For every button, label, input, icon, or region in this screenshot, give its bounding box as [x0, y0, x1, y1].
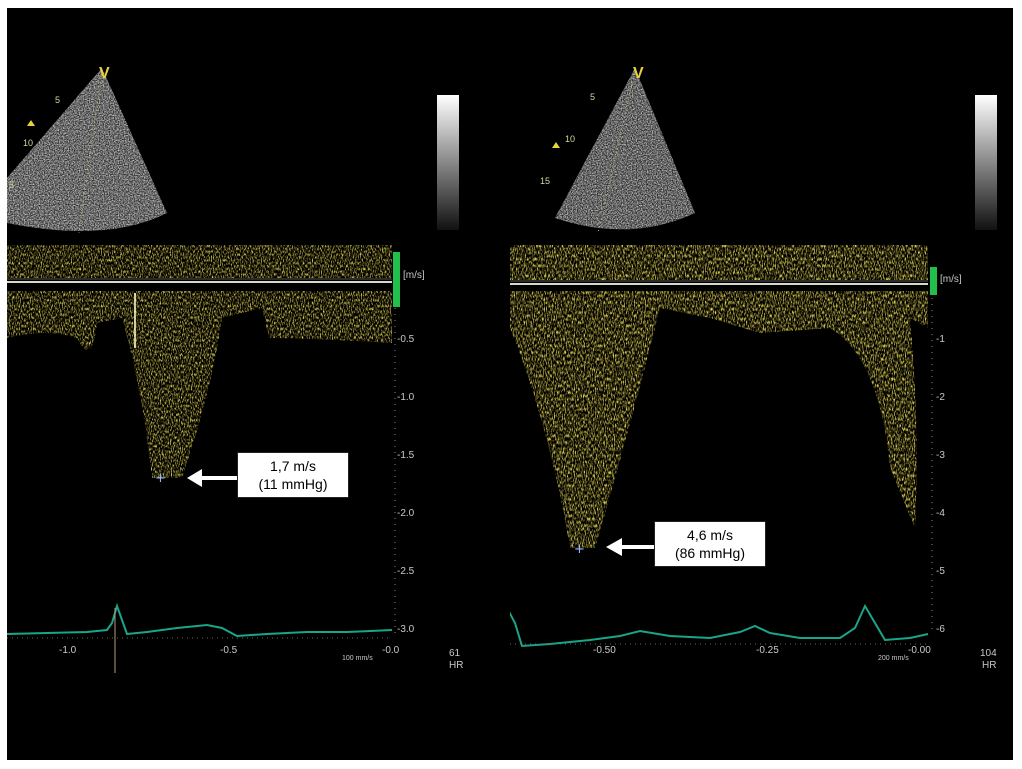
sector-marker: V: [633, 65, 644, 82]
time-tick: -0.5: [220, 645, 238, 656]
velocity-unit: [m/s]: [403, 270, 425, 281]
time-tick: -0.25: [756, 645, 779, 656]
doppler-spectrum: [7, 245, 392, 478]
sector-image: V 5 10 15: [540, 65, 695, 234]
time-tick: -0.00: [908, 645, 931, 656]
measurement-cursor-icon: +: [155, 471, 166, 486]
velocity-tick: -3.0: [397, 624, 415, 635]
velocity-tick: -2.0: [397, 508, 415, 519]
velocity-scale-marker: [393, 252, 400, 307]
heart-rate-label: HR: [982, 660, 996, 671]
heart-rate-value: 61: [449, 648, 461, 659]
velocity-tick: -0.5: [397, 334, 415, 345]
velocity-tick: -1.0: [397, 392, 415, 403]
time-tick: -0.0: [382, 645, 400, 656]
velocity-tick: -1: [936, 334, 945, 345]
depth-label-1: 5: [55, 95, 60, 105]
sector-marker: V: [99, 65, 110, 82]
grey-scale-bar: [437, 95, 459, 230]
time-tick: -0.50: [593, 645, 616, 656]
echo-frame: V 5 10 5 [m/s] -0.5 -1.0: [7, 8, 1013, 760]
measurement-cursor-icon: +: [574, 542, 585, 557]
callout-velocity: 4,6 m/s: [687, 527, 733, 543]
velocity-axis: [m/s] -1 -2 -3 -4 -5 -6: [930, 267, 962, 635]
callout-gradient: (86 mmHg): [674, 545, 745, 561]
sector-image: V 5 10 5: [7, 65, 167, 234]
ecg-trace: [510, 603, 929, 648]
time-axis: -1.0 -0.5 -0.0 100 mm/s 61 HR: [7, 637, 463, 671]
right-doppler-panel: V 5 10 15 [m/s] -1 -2 -3 -4 -5: [510, 8, 1013, 760]
peak-velocity-callout: 1,7 m/s (11 mmHg): [237, 452, 349, 498]
grey-scale-bar: [975, 95, 997, 230]
heart-rate-value: 104: [980, 648, 997, 659]
arrow-icon: [606, 538, 658, 556]
velocity-tick: -5: [936, 566, 945, 577]
left-doppler-panel: V 5 10 5 [m/s] -0.5 -1.0: [7, 8, 510, 760]
velocity-tick: -1.5: [397, 450, 415, 461]
depth-label-2: 10: [565, 134, 575, 144]
doppler-spectrum: [510, 245, 928, 548]
arrow-icon: [187, 469, 239, 487]
velocity-tick: -3: [936, 450, 945, 461]
depth-label-2: 10: [23, 138, 33, 148]
velocity-tick: -2: [936, 392, 945, 403]
sweep-speed: 200 mm/s: [878, 655, 909, 662]
velocity-scale-marker: [930, 267, 937, 295]
sweep-speed: 100 mm/s: [342, 655, 373, 662]
heart-rate-label: HR: [449, 660, 463, 671]
callout-gradient: (11 mmHg): [258, 476, 328, 492]
ecg-trace: [7, 602, 393, 638]
velocity-unit: [m/s]: [940, 274, 962, 285]
depth-label-3: 15: [540, 176, 550, 186]
callout-velocity: 1,7 m/s: [270, 458, 316, 474]
time-axis: -0.50 -0.25 -0.00 200 mm/s 104 HR: [510, 643, 997, 671]
depth-label-1: 5: [590, 92, 595, 102]
depth-label-3: 5: [9, 180, 14, 190]
time-tick: -1.0: [59, 645, 77, 656]
velocity-tick: -6: [936, 624, 945, 635]
velocity-axis: [m/s] -0.5 -1.0 -1.5 -2.0 -2.5 -3.0: [393, 252, 425, 638]
peak-velocity-callout: 4,6 m/s (86 mmHg): [654, 521, 766, 567]
velocity-tick: -4: [936, 508, 945, 519]
velocity-tick: -2.5: [397, 566, 415, 577]
